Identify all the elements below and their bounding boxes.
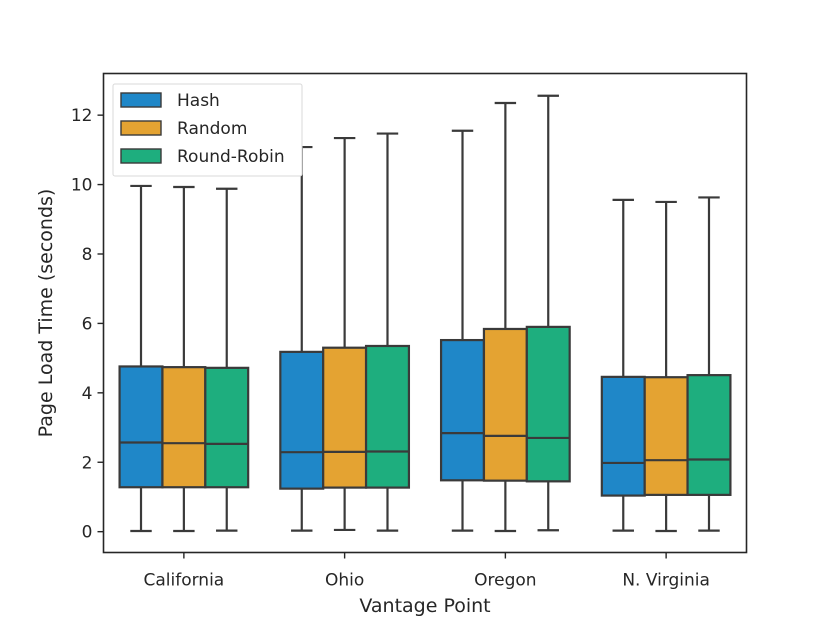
box-round-robin — [204, 187, 250, 532]
box-hash — [600, 198, 646, 532]
y-axis: 0 2 4 6 8 10 12 — [71, 106, 104, 543]
iqr-box — [643, 376, 689, 496]
y-tick-label: 10 — [71, 176, 93, 196]
iqr-box — [322, 346, 368, 489]
box-random — [322, 136, 368, 532]
iqr-box — [600, 375, 646, 497]
iqr-box — [686, 374, 732, 496]
y-tick-label: 0 — [82, 523, 93, 543]
iqr-box — [439, 338, 486, 482]
legend-swatch — [120, 92, 162, 108]
legend-swatch — [120, 120, 162, 136]
box-hash — [439, 129, 486, 532]
x-tick-label: N. Virginia — [622, 571, 710, 591]
box-random — [161, 185, 207, 533]
y-tick-label: 4 — [82, 384, 93, 404]
box-random — [482, 101, 528, 533]
x-tick-label: Oregon — [474, 571, 536, 591]
iqr-box — [118, 365, 164, 489]
box-round-robin — [686, 196, 732, 532]
legend-label: Hash — [177, 91, 220, 111]
iqr-box — [204, 366, 250, 489]
x-tick-label: Ohio — [325, 571, 364, 591]
y-axis-label: Page Load Time (seconds) — [35, 189, 57, 438]
y-tick-label: 12 — [71, 106, 93, 126]
plot-frame — [102, 72, 748, 554]
iqr-box — [364, 344, 411, 489]
box-random — [643, 200, 689, 533]
legend: Hash Random Round-Robin — [112, 83, 303, 177]
x-tick-label: California — [144, 571, 225, 591]
box-hash — [118, 184, 164, 533]
box-round-robin — [364, 132, 411, 532]
box-round-robin — [525, 94, 571, 532]
iqr-box — [279, 350, 325, 490]
legend-label: Random — [177, 119, 247, 139]
x-axis: California Ohio Oregon N. Virginia — [144, 552, 710, 591]
iqr-box — [525, 325, 571, 483]
iqr-box — [482, 327, 528, 482]
y-tick-label: 6 — [82, 314, 93, 334]
legend-label: Round-Robin — [177, 147, 285, 167]
box-hash — [279, 145, 325, 532]
x-axis-label: Vantage Point — [359, 595, 490, 617]
plot-area — [118, 94, 732, 533]
y-tick-label: 2 — [82, 453, 93, 473]
legend-swatch — [120, 148, 162, 164]
y-tick-label: 8 — [82, 245, 93, 265]
iqr-box — [161, 366, 207, 489]
